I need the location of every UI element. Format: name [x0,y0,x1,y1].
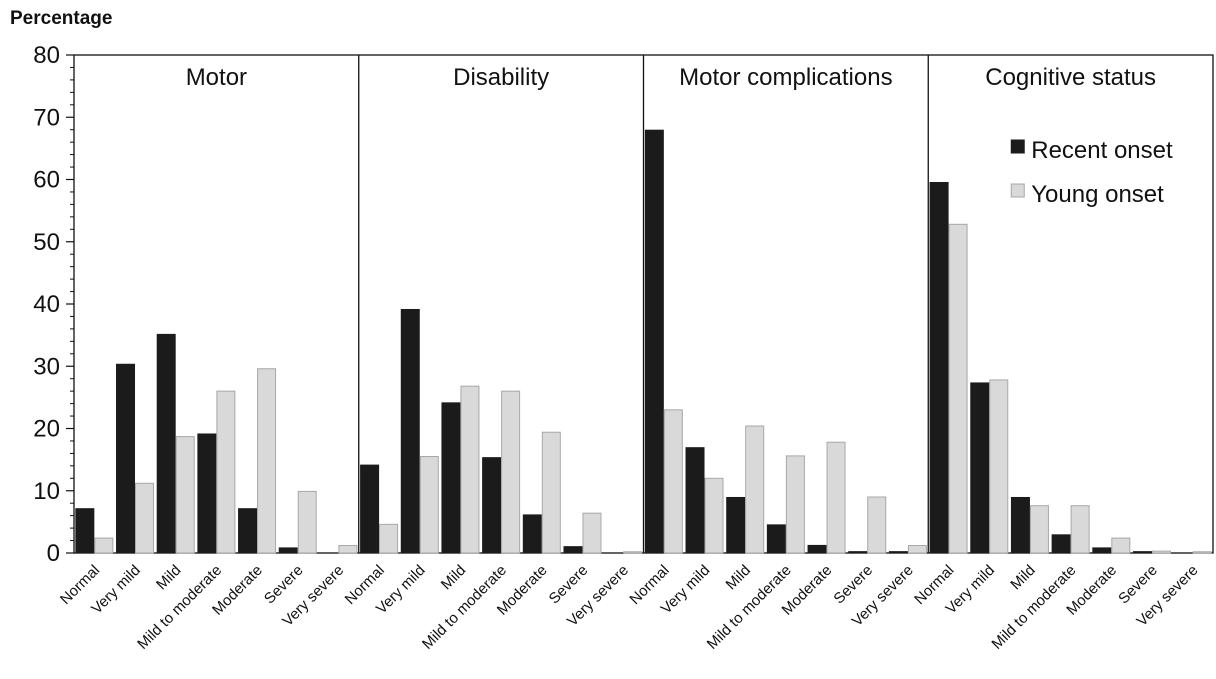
bar-young-onset [338,545,358,554]
y-tick-label: 0 [47,540,60,567]
bar-recent-onset [522,514,542,553]
bar-recent-onset [238,508,258,553]
y-tick-label: 20 [33,416,60,443]
x-tick-label: Mild [438,562,469,593]
bar-young-onset [907,545,927,554]
bar-young-onset [501,390,521,554]
bar-recent-onset [1132,551,1152,553]
bar-young-onset [541,431,561,554]
bar-recent-onset [929,181,949,554]
bar-recent-onset [400,308,420,553]
bar-recent-onset [197,433,217,553]
bar-young-onset [460,385,480,554]
bar-young-onset [826,441,846,554]
bar-recent-onset [848,551,868,553]
bar-young-onset [1192,551,1212,554]
y-axis-title: Percentage [10,8,112,29]
bar-recent-onset [278,547,298,553]
y-tick-label: 30 [33,353,60,380]
bar-young-onset [1029,505,1049,554]
bar-recent-onset [441,402,461,553]
x-tick-label: Mild [723,562,754,593]
bar-recent-onset [1092,547,1112,553]
bar-young-onset [257,368,277,554]
bar-young-onset [135,482,155,554]
legend-swatch-young-onset [1010,183,1025,198]
bar-young-onset [216,390,236,554]
bar-young-onset [94,537,114,554]
y-tick-label: 60 [33,167,60,194]
bar-young-onset [582,512,602,554]
y-tick-label: 40 [33,291,60,318]
bar-young-onset [297,490,317,554]
bar-young-onset [867,496,887,554]
y-axis: 0 10 20 30 40 50 60 70 80 [33,42,1214,567]
x-tick-label: Mild [1007,562,1038,593]
y-tick-label: 50 [33,229,60,256]
legend: Recent onset Young onset [1010,137,1173,208]
bar-young-onset [379,523,399,554]
bar-young-onset [785,455,805,554]
bar-recent-onset [1010,496,1030,553]
bar-young-onset [1111,537,1131,554]
bar-young-onset [419,456,439,554]
y-tick-label: 10 [33,478,60,505]
y-tick-label: 70 [33,104,60,131]
y-tick-label: 80 [33,42,60,69]
bar-recent-onset [116,363,136,553]
bar-young-onset [175,436,195,554]
bar-young-onset [948,223,968,554]
bar-young-onset [663,409,683,554]
bar-young-onset [1070,505,1090,554]
panel-title: Motor [186,64,247,91]
bar-young-onset [704,477,724,554]
bar-recent-onset [970,382,990,553]
bar-recent-onset [75,508,95,553]
legend-swatch-recent-onset [1010,139,1025,154]
bar-recent-onset [766,524,786,553]
legend-label-recent-onset: Recent onset [1031,137,1173,164]
x-tick-label: Mild [153,562,184,593]
panel-title: Disability [453,64,549,91]
bar-young-onset [745,425,765,554]
bar-recent-onset [156,333,176,553]
bar-recent-onset [360,464,380,553]
bar-recent-onset [563,546,583,553]
panel-title: Cognitive status [985,64,1156,91]
bar-recent-onset [726,496,746,553]
bar-recent-onset [807,544,827,553]
bar-young-onset [623,551,643,554]
bar-recent-onset [482,457,502,553]
bar-recent-onset [888,551,908,553]
bar-recent-onset [644,129,664,553]
panel-title: Motor complications [679,64,892,91]
legend-label-young-onset: Young onset [1031,181,1164,208]
bar-young-onset [989,379,1009,554]
bar-recent-onset [1051,534,1071,553]
bar-young-onset [1151,550,1171,554]
bar-recent-onset [685,447,705,553]
